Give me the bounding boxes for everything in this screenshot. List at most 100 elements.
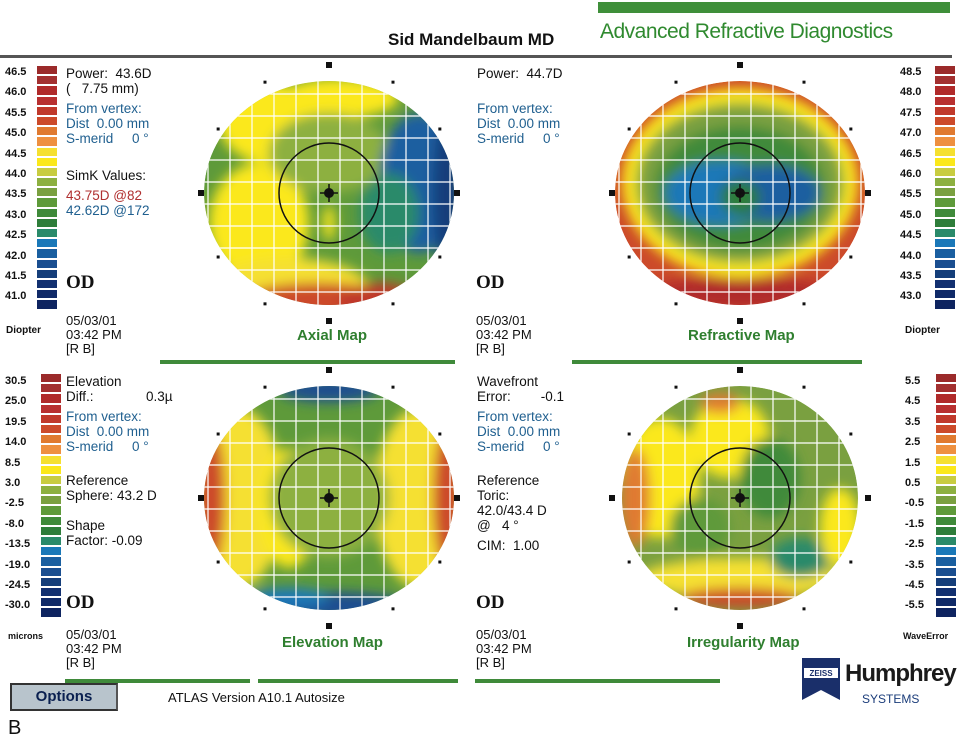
axial-radius: ( 7.75 mm) bbox=[66, 81, 139, 96]
scale-swatch bbox=[936, 424, 956, 434]
scale-swatch bbox=[37, 198, 57, 207]
map-color-zone bbox=[700, 393, 740, 413]
scale-swatch bbox=[41, 394, 61, 403]
scale-swatch bbox=[41, 404, 61, 413]
axis-tick bbox=[865, 495, 871, 501]
scale-swatch bbox=[37, 269, 57, 278]
axis-tick bbox=[737, 62, 743, 68]
header-divider bbox=[0, 55, 952, 58]
scale-label: 41.0 bbox=[5, 290, 27, 303]
scale-label: 2.5 bbox=[905, 436, 921, 449]
axial-divider bbox=[160, 360, 455, 364]
scale-swatch bbox=[935, 300, 955, 309]
options-button[interactable]: Options bbox=[10, 683, 118, 711]
axis-tick bbox=[438, 560, 442, 564]
figure-label: B bbox=[8, 717, 22, 739]
scale-label: -2.5 bbox=[5, 497, 24, 510]
scale-swatch bbox=[935, 106, 955, 115]
scale-swatch bbox=[935, 147, 955, 156]
scale-label: 25.0 bbox=[5, 395, 27, 408]
scale-swatch bbox=[41, 526, 61, 535]
irregularity-operator: [R B] bbox=[476, 655, 505, 670]
humphrey-logo: Humphrey bbox=[845, 660, 957, 687]
elevation-from-vertex: From vertex: bbox=[66, 409, 142, 424]
scale-swatch bbox=[37, 239, 57, 248]
map-color-zone bbox=[204, 428, 225, 568]
axis-tick bbox=[802, 385, 806, 389]
scale-label: 47.5 bbox=[900, 106, 922, 119]
map-color-zone bbox=[770, 538, 830, 578]
axis-tick bbox=[326, 623, 332, 629]
scale-swatch bbox=[37, 127, 57, 136]
elevation-operator: [R B] bbox=[66, 655, 95, 670]
scale-swatch bbox=[936, 435, 956, 444]
scale-swatch bbox=[41, 424, 61, 434]
axis-tick bbox=[198, 190, 204, 196]
irregularity-time: 03:42 PM bbox=[476, 641, 532, 656]
scale-label: -5.5 bbox=[905, 599, 924, 612]
scale-swatch bbox=[41, 465, 61, 474]
scale-label: 43.5 bbox=[5, 188, 27, 201]
refractive-divider bbox=[572, 360, 862, 364]
irregularity-map-title: Irregularity Map bbox=[687, 634, 800, 651]
irregularity-color-scale bbox=[936, 374, 956, 619]
elevation-time: 03:42 PM bbox=[66, 641, 122, 656]
axial-map-title: Axial Map bbox=[297, 327, 368, 344]
elevation-map-title: Elevation Map bbox=[282, 634, 383, 651]
irregularity-map[interactable] bbox=[609, 367, 871, 629]
scale-label: 44.5 bbox=[900, 229, 922, 242]
pupil-circle bbox=[689, 142, 791, 244]
scale-swatch bbox=[935, 259, 955, 268]
axis-tick bbox=[438, 127, 442, 131]
scale-swatch bbox=[41, 384, 61, 393]
axis-tick bbox=[737, 623, 743, 629]
scale-swatch bbox=[936, 445, 956, 454]
axial-operator: [R B] bbox=[66, 341, 95, 356]
elevation-stamp: 05/03/01 03:42 PM [R B] bbox=[66, 628, 122, 670]
scale-label: 8.5 bbox=[5, 456, 21, 469]
scale-swatch bbox=[37, 86, 57, 95]
simk-steep: 43.75D @82 bbox=[66, 188, 143, 203]
axis-tick bbox=[216, 560, 220, 564]
axis-tick bbox=[263, 607, 267, 611]
axis-tick bbox=[263, 80, 267, 84]
refractive-date: 05/03/01 bbox=[476, 313, 527, 328]
elevation-line1: Elevation bbox=[66, 374, 122, 389]
scale-label: 19.5 bbox=[5, 415, 27, 428]
scale-label: -0.5 bbox=[905, 497, 924, 510]
elevation-smerid: S-merid 0 ° bbox=[66, 439, 149, 454]
scale-label: -2.5 bbox=[905, 538, 924, 551]
scale-swatch bbox=[935, 127, 955, 136]
refractive-scale-unit: Diopter bbox=[905, 325, 940, 336]
irregularity-ref3: 42.0/43.4 D bbox=[477, 503, 547, 518]
axis-tick bbox=[438, 432, 442, 436]
scale-label: 1.5 bbox=[905, 456, 921, 469]
irregularity-ref2: Toric: bbox=[477, 488, 510, 503]
scale-swatch bbox=[936, 404, 956, 413]
scale-swatch bbox=[935, 86, 955, 95]
axial-stamp: 05/03/01 03:42 PM [R B] bbox=[66, 314, 122, 356]
axial-map[interactable] bbox=[198, 62, 460, 324]
axis-tick bbox=[263, 385, 267, 389]
axial-color-scale bbox=[37, 66, 57, 311]
scale-swatch bbox=[936, 598, 956, 607]
scale-swatch bbox=[37, 229, 57, 238]
refractive-map[interactable] bbox=[609, 62, 871, 324]
scale-label: -1.5 bbox=[905, 517, 924, 530]
irregularity-from-vertex: From vertex: bbox=[477, 409, 553, 424]
refractive-scale-labels: 48.5 48.0 47.5 47.0 46.5 46.0 45.5 45.0 44.5 44.0… bbox=[900, 66, 932, 311]
axis-tick bbox=[216, 255, 220, 259]
scale-swatch bbox=[37, 208, 57, 217]
elevation-map[interactable] bbox=[198, 367, 460, 629]
scale-swatch bbox=[935, 178, 955, 187]
scale-label: 0.5 bbox=[905, 476, 921, 489]
scale-label: 45.5 bbox=[5, 106, 27, 119]
scale-swatch bbox=[936, 465, 956, 474]
refractive-dist: Dist 0.00 mm bbox=[477, 116, 561, 131]
scale-swatch bbox=[935, 198, 955, 207]
map-color-zone bbox=[209, 163, 309, 283]
scale-swatch bbox=[935, 279, 955, 289]
scale-swatch bbox=[936, 496, 956, 505]
elevation-diff: Diff.: 0.3µ bbox=[66, 389, 173, 404]
scale-swatch bbox=[935, 167, 955, 177]
